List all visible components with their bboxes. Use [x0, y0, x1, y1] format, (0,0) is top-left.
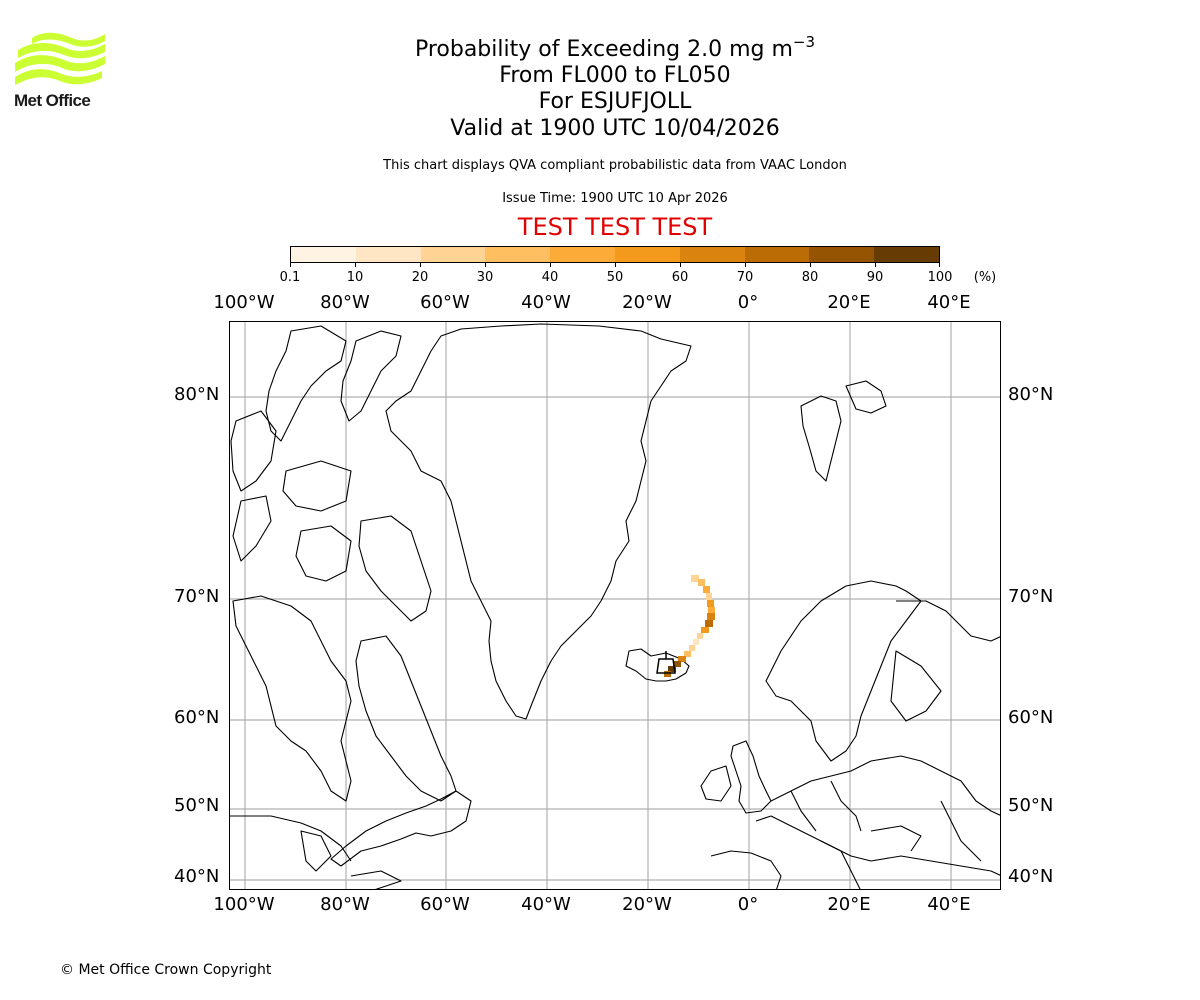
- valid-time: Valid at 1900 UTC 10/04/2026: [450, 116, 780, 141]
- colorbar-tick: [550, 263, 551, 267]
- flight-level-range: From FL000 to FL050: [499, 63, 731, 88]
- colorbar-unit: (%): [973, 270, 997, 285]
- colorbar: [290, 246, 940, 263]
- colorbar-segment: [874, 247, 939, 262]
- colorbar-segment: [679, 247, 745, 262]
- colorbar-tick: [680, 263, 681, 267]
- lat-label-left: 40°N: [174, 866, 220, 887]
- chart-title-text: Probability of Exceeding 2.0 mg m: [414, 37, 793, 62]
- colorbar-tick-label: 10: [346, 270, 364, 285]
- lat-label-right: 70°N: [1008, 586, 1054, 607]
- colorbar-segment: [485, 247, 551, 262]
- map-panel[interactable]: [229, 321, 1001, 890]
- lat-label-left: 70°N: [174, 586, 220, 607]
- lat-label-left: 60°N: [174, 707, 220, 728]
- lon-label-bottom: 40°W: [521, 894, 571, 915]
- lat-label-left: 50°N: [174, 795, 220, 816]
- graticule: [230, 322, 1000, 889]
- colorbar-tick: [615, 263, 616, 267]
- lon-label-bottom: 60°W: [420, 894, 470, 915]
- colorbar-tick-label: 80: [801, 270, 819, 285]
- colorbar-tick: [810, 263, 811, 267]
- colorbar-segment: [291, 247, 356, 262]
- lat-label-left: 80°N: [174, 384, 220, 405]
- map-canvas: [230, 322, 1000, 889]
- colorbar-segment: [420, 247, 486, 262]
- colorbar-segment: [550, 247, 615, 262]
- colorbar-tick-label: 100: [927, 270, 953, 285]
- lat-label-right: 40°N: [1008, 866, 1054, 887]
- colorbar-tick: [355, 263, 356, 267]
- colorbar-segment: [809, 247, 875, 262]
- colorbar-tick: [485, 263, 486, 267]
- colorbar-segment: [355, 247, 421, 262]
- lon-label-top: 20°W: [622, 292, 672, 313]
- colorbar-tick: [875, 263, 876, 267]
- lon-label-bottom: 80°W: [320, 894, 370, 915]
- met-office-logo-text: Met Office: [14, 91, 91, 110]
- colorbar-tick-label: 90: [866, 270, 884, 285]
- colorbar-tick: [939, 263, 940, 267]
- colorbar-tick-label: 20: [411, 270, 429, 285]
- lon-label-bottom: 40°E: [927, 894, 971, 915]
- issue-time: Issue Time: 1900 UTC 10 Apr 2026: [502, 191, 728, 206]
- colorbar-tick-label: 30: [476, 270, 494, 285]
- met-office-waves-icon: [15, 32, 105, 85]
- lon-label-bottom: 20°E: [827, 894, 871, 915]
- lon-label-top: 80°W: [320, 292, 370, 313]
- volcano-source-marker: [656, 651, 676, 674]
- lon-label-top: 0°: [737, 292, 759, 313]
- colorbar-tick-label: 0.1: [279, 270, 301, 285]
- lon-label-bottom: 0°: [737, 894, 759, 915]
- coastlines: [230, 323, 1000, 889]
- colorbar-tick: [745, 263, 746, 267]
- met-office-logo: Met Office: [14, 30, 109, 115]
- volcano-name: For ESJUFJOLL: [538, 89, 692, 114]
- ash-plume: [664, 575, 715, 677]
- chart-title-superscript: −3: [792, 33, 816, 51]
- lon-label-top: 20°E: [827, 292, 871, 313]
- chart-title: Probability of Exceeding 2.0 mg m−3: [0, 29, 1200, 63]
- lon-label-top: 100°W: [213, 292, 275, 313]
- lon-label-top: 40°E: [927, 292, 971, 313]
- chart-description: This chart displays QVA compliant probab…: [383, 158, 847, 173]
- colorbar-segment: [614, 247, 680, 262]
- lon-label-top: 60°W: [420, 292, 470, 313]
- colorbar-tick: [420, 263, 421, 267]
- test-banner: TEST TEST TEST: [517, 213, 713, 241]
- lon-label-bottom: 20°W: [622, 894, 672, 915]
- lon-label-bottom: 100°W: [213, 894, 275, 915]
- colorbar-segment: [744, 247, 810, 262]
- lat-label-right: 60°N: [1008, 707, 1054, 728]
- colorbar-tick-label: 40: [541, 270, 559, 285]
- colorbar-tick-label: 50: [606, 270, 624, 285]
- lat-label-right: 50°N: [1008, 795, 1054, 816]
- copyright-notice: © Met Office Crown Copyright: [60, 962, 272, 978]
- colorbar-tick-label: 70: [736, 270, 754, 285]
- colorbar-tick-label: 60: [671, 270, 689, 285]
- lat-label-right: 80°N: [1008, 384, 1054, 405]
- colorbar-tick: [290, 263, 291, 267]
- lon-label-top: 40°W: [521, 292, 571, 313]
